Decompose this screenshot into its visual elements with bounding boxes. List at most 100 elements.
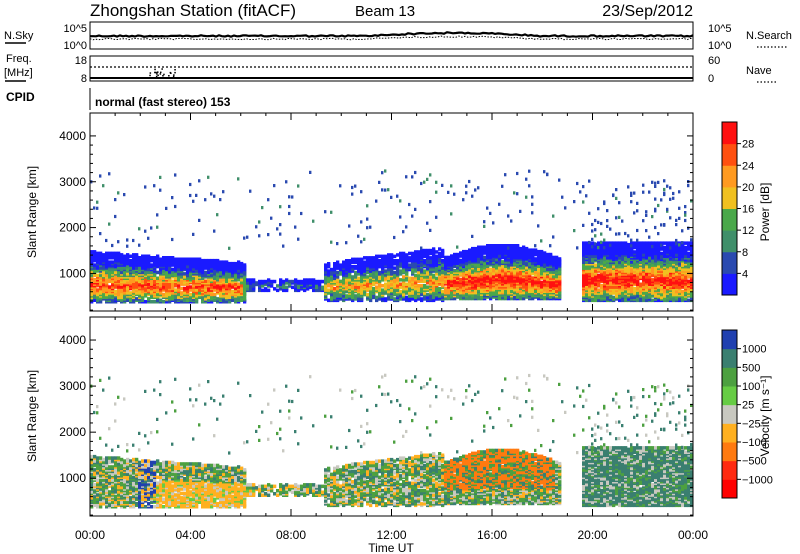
power-cell bbox=[168, 283, 172, 288]
power-cell bbox=[474, 266, 478, 270]
power-cell bbox=[210, 258, 214, 263]
power-cell bbox=[282, 279, 286, 284]
power-cell bbox=[429, 289, 433, 294]
power-cell bbox=[420, 251, 424, 256]
power-cell bbox=[654, 197, 657, 201]
power-cell bbox=[606, 219, 609, 223]
power-cell bbox=[336, 294, 340, 298]
power-cell bbox=[651, 278, 655, 282]
power-cell bbox=[549, 295, 553, 299]
power-cell bbox=[597, 246, 600, 250]
power-cell bbox=[525, 255, 529, 260]
power-cell bbox=[513, 258, 517, 263]
power-cell bbox=[261, 288, 265, 293]
power-cell bbox=[414, 286, 418, 291]
power-cell bbox=[222, 283, 226, 288]
power-cell bbox=[177, 288, 181, 292]
power-cell bbox=[597, 298, 601, 303]
power-cell bbox=[330, 210, 333, 214]
power-cell bbox=[675, 240, 678, 244]
power-cell bbox=[408, 298, 412, 303]
power-cell bbox=[456, 283, 460, 288]
power-cell bbox=[630, 295, 634, 300]
power-cell bbox=[495, 251, 499, 255]
power-cell bbox=[465, 296, 469, 301]
power-cell bbox=[195, 269, 199, 273]
power-cell bbox=[615, 216, 618, 220]
power-cell bbox=[174, 264, 178, 269]
power-cell bbox=[99, 232, 102, 236]
power-cell bbox=[441, 254, 445, 259]
power-cell bbox=[141, 270, 145, 275]
power-cell bbox=[522, 245, 526, 249]
power-cell bbox=[255, 225, 258, 229]
power-cell bbox=[105, 283, 109, 288]
power-cell bbox=[540, 261, 544, 266]
power-cell bbox=[330, 240, 333, 244]
power-cell bbox=[504, 248, 508, 252]
power-cell bbox=[117, 261, 121, 266]
power-cell bbox=[138, 227, 141, 231]
power-cell bbox=[639, 286, 643, 291]
power-cell bbox=[663, 241, 667, 245]
power-cell bbox=[444, 255, 448, 260]
power-cell bbox=[189, 257, 193, 261]
power-cell bbox=[129, 291, 133, 295]
power-cell bbox=[333, 291, 337, 295]
power-cell bbox=[351, 291, 355, 295]
power-cell bbox=[399, 215, 402, 219]
power-cell bbox=[399, 285, 403, 289]
power-cell bbox=[372, 286, 376, 291]
power-cell bbox=[297, 285, 301, 290]
power-cell bbox=[159, 275, 163, 279]
power-cell bbox=[339, 282, 343, 286]
power-cell bbox=[162, 260, 166, 264]
power-cell bbox=[552, 266, 556, 270]
power-cell bbox=[645, 254, 649, 259]
power-cell bbox=[375, 298, 379, 303]
power-cell bbox=[372, 263, 376, 267]
power-cell bbox=[453, 268, 457, 273]
power-cell bbox=[438, 270, 442, 275]
power-cell bbox=[114, 263, 118, 267]
power-cell bbox=[657, 284, 661, 288]
power-cell bbox=[648, 275, 652, 279]
power-cell bbox=[414, 262, 418, 266]
power-cell bbox=[657, 203, 660, 208]
power-cell bbox=[111, 298, 115, 302]
power-cell bbox=[591, 229, 594, 233]
power-cell bbox=[606, 248, 610, 253]
power-cell bbox=[591, 241, 595, 245]
power-cell bbox=[651, 241, 655, 245]
power-cell bbox=[195, 264, 199, 269]
power-cell bbox=[366, 204, 369, 208]
power-cell bbox=[135, 272, 139, 276]
power-cell bbox=[264, 279, 268, 284]
power-cell bbox=[519, 296, 523, 301]
power-cell bbox=[477, 249, 481, 254]
power-cell bbox=[654, 209, 657, 213]
power-cell bbox=[648, 282, 652, 286]
power-cell bbox=[165, 294, 169, 298]
power-cell bbox=[495, 264, 499, 268]
power-cell bbox=[342, 269, 346, 273]
power-cell bbox=[663, 191, 666, 195]
power-cell bbox=[333, 270, 337, 275]
power-cell bbox=[507, 214, 510, 218]
power-cell bbox=[417, 266, 421, 270]
power-cell bbox=[615, 241, 619, 245]
power-cell bbox=[558, 257, 562, 261]
power-cell bbox=[156, 263, 160, 267]
power-cell bbox=[333, 276, 337, 281]
power-cell bbox=[123, 258, 127, 263]
power-cell bbox=[441, 259, 445, 263]
power-cell bbox=[447, 293, 451, 298]
nave-dip-point bbox=[168, 75, 170, 77]
power-cell bbox=[114, 278, 118, 282]
power-cell bbox=[141, 298, 145, 302]
power-cell bbox=[384, 257, 388, 262]
power-cell bbox=[468, 271, 472, 276]
power-cell bbox=[267, 233, 270, 237]
power-cell bbox=[453, 264, 457, 268]
power-cell bbox=[399, 199, 402, 203]
